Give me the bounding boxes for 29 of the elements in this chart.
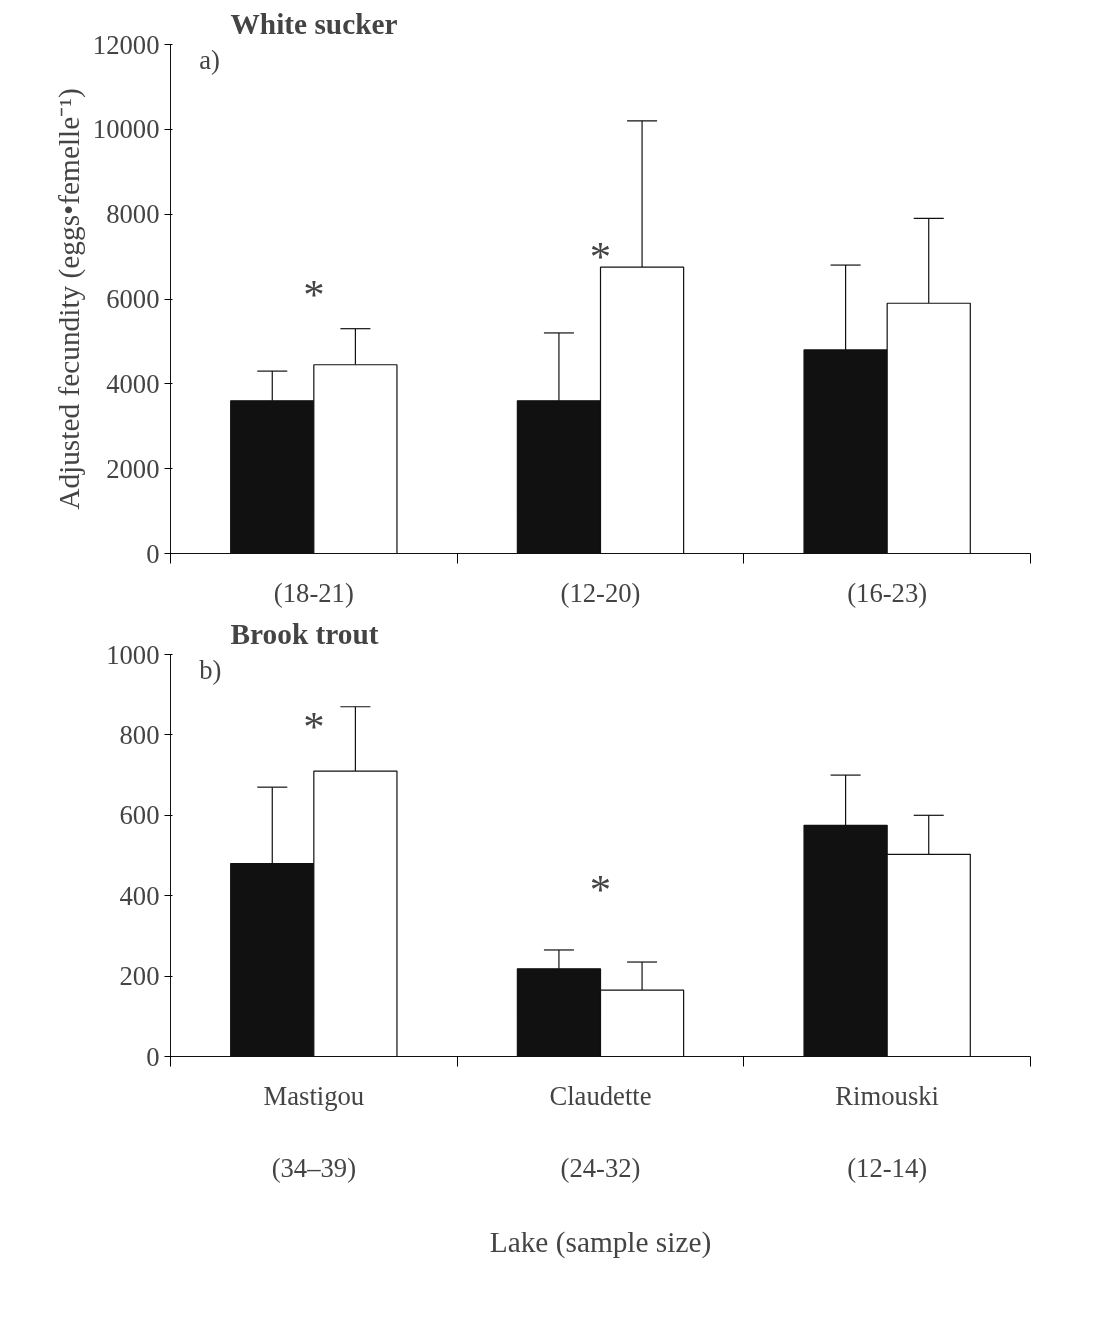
y-tick-label: 800 xyxy=(119,719,160,750)
annotation: * xyxy=(303,271,325,319)
y-tick-label: 2000 xyxy=(106,453,160,484)
annotation: b) xyxy=(199,654,222,685)
category-label: Mastigou (34–39) xyxy=(263,1080,365,1183)
annotation: * xyxy=(303,703,325,751)
x-tick-label: (16-23) xyxy=(847,577,928,608)
category-label: Rimouski (12-14) xyxy=(835,1080,940,1183)
y-tick-label: 6000 xyxy=(106,284,160,314)
y-tick-label: 600 xyxy=(119,800,160,831)
annotation: * xyxy=(589,233,612,281)
y-tick-label: 0 xyxy=(146,1041,160,1072)
y-tick-label: 12000 xyxy=(92,29,160,60)
y-tick-label: 400 xyxy=(119,880,160,911)
category-label: Claudette (24-32) xyxy=(549,1080,652,1183)
y-tick-label: 200 xyxy=(119,961,160,992)
chart-title: White sucker xyxy=(230,7,398,40)
y-tick-label: 0 xyxy=(146,538,160,569)
y-tick-label: 8000 xyxy=(106,199,160,230)
y-tick-label: 10000 xyxy=(92,114,160,145)
x-tick-label: (12-20) xyxy=(560,577,641,608)
y-axis-title: Adjusted fecundity (eggs•femelle⁻¹) xyxy=(52,88,86,510)
annotation: a) xyxy=(199,44,220,75)
x-axis-title: Lake (sample size) xyxy=(489,1225,712,1259)
chart-title: Brook trout xyxy=(230,617,379,650)
y-tick-label: 4000 xyxy=(106,368,160,399)
y-tick-label: 1000 xyxy=(106,639,160,670)
x-tick-label: (18-21) xyxy=(273,577,354,608)
annotation: * xyxy=(589,866,612,914)
